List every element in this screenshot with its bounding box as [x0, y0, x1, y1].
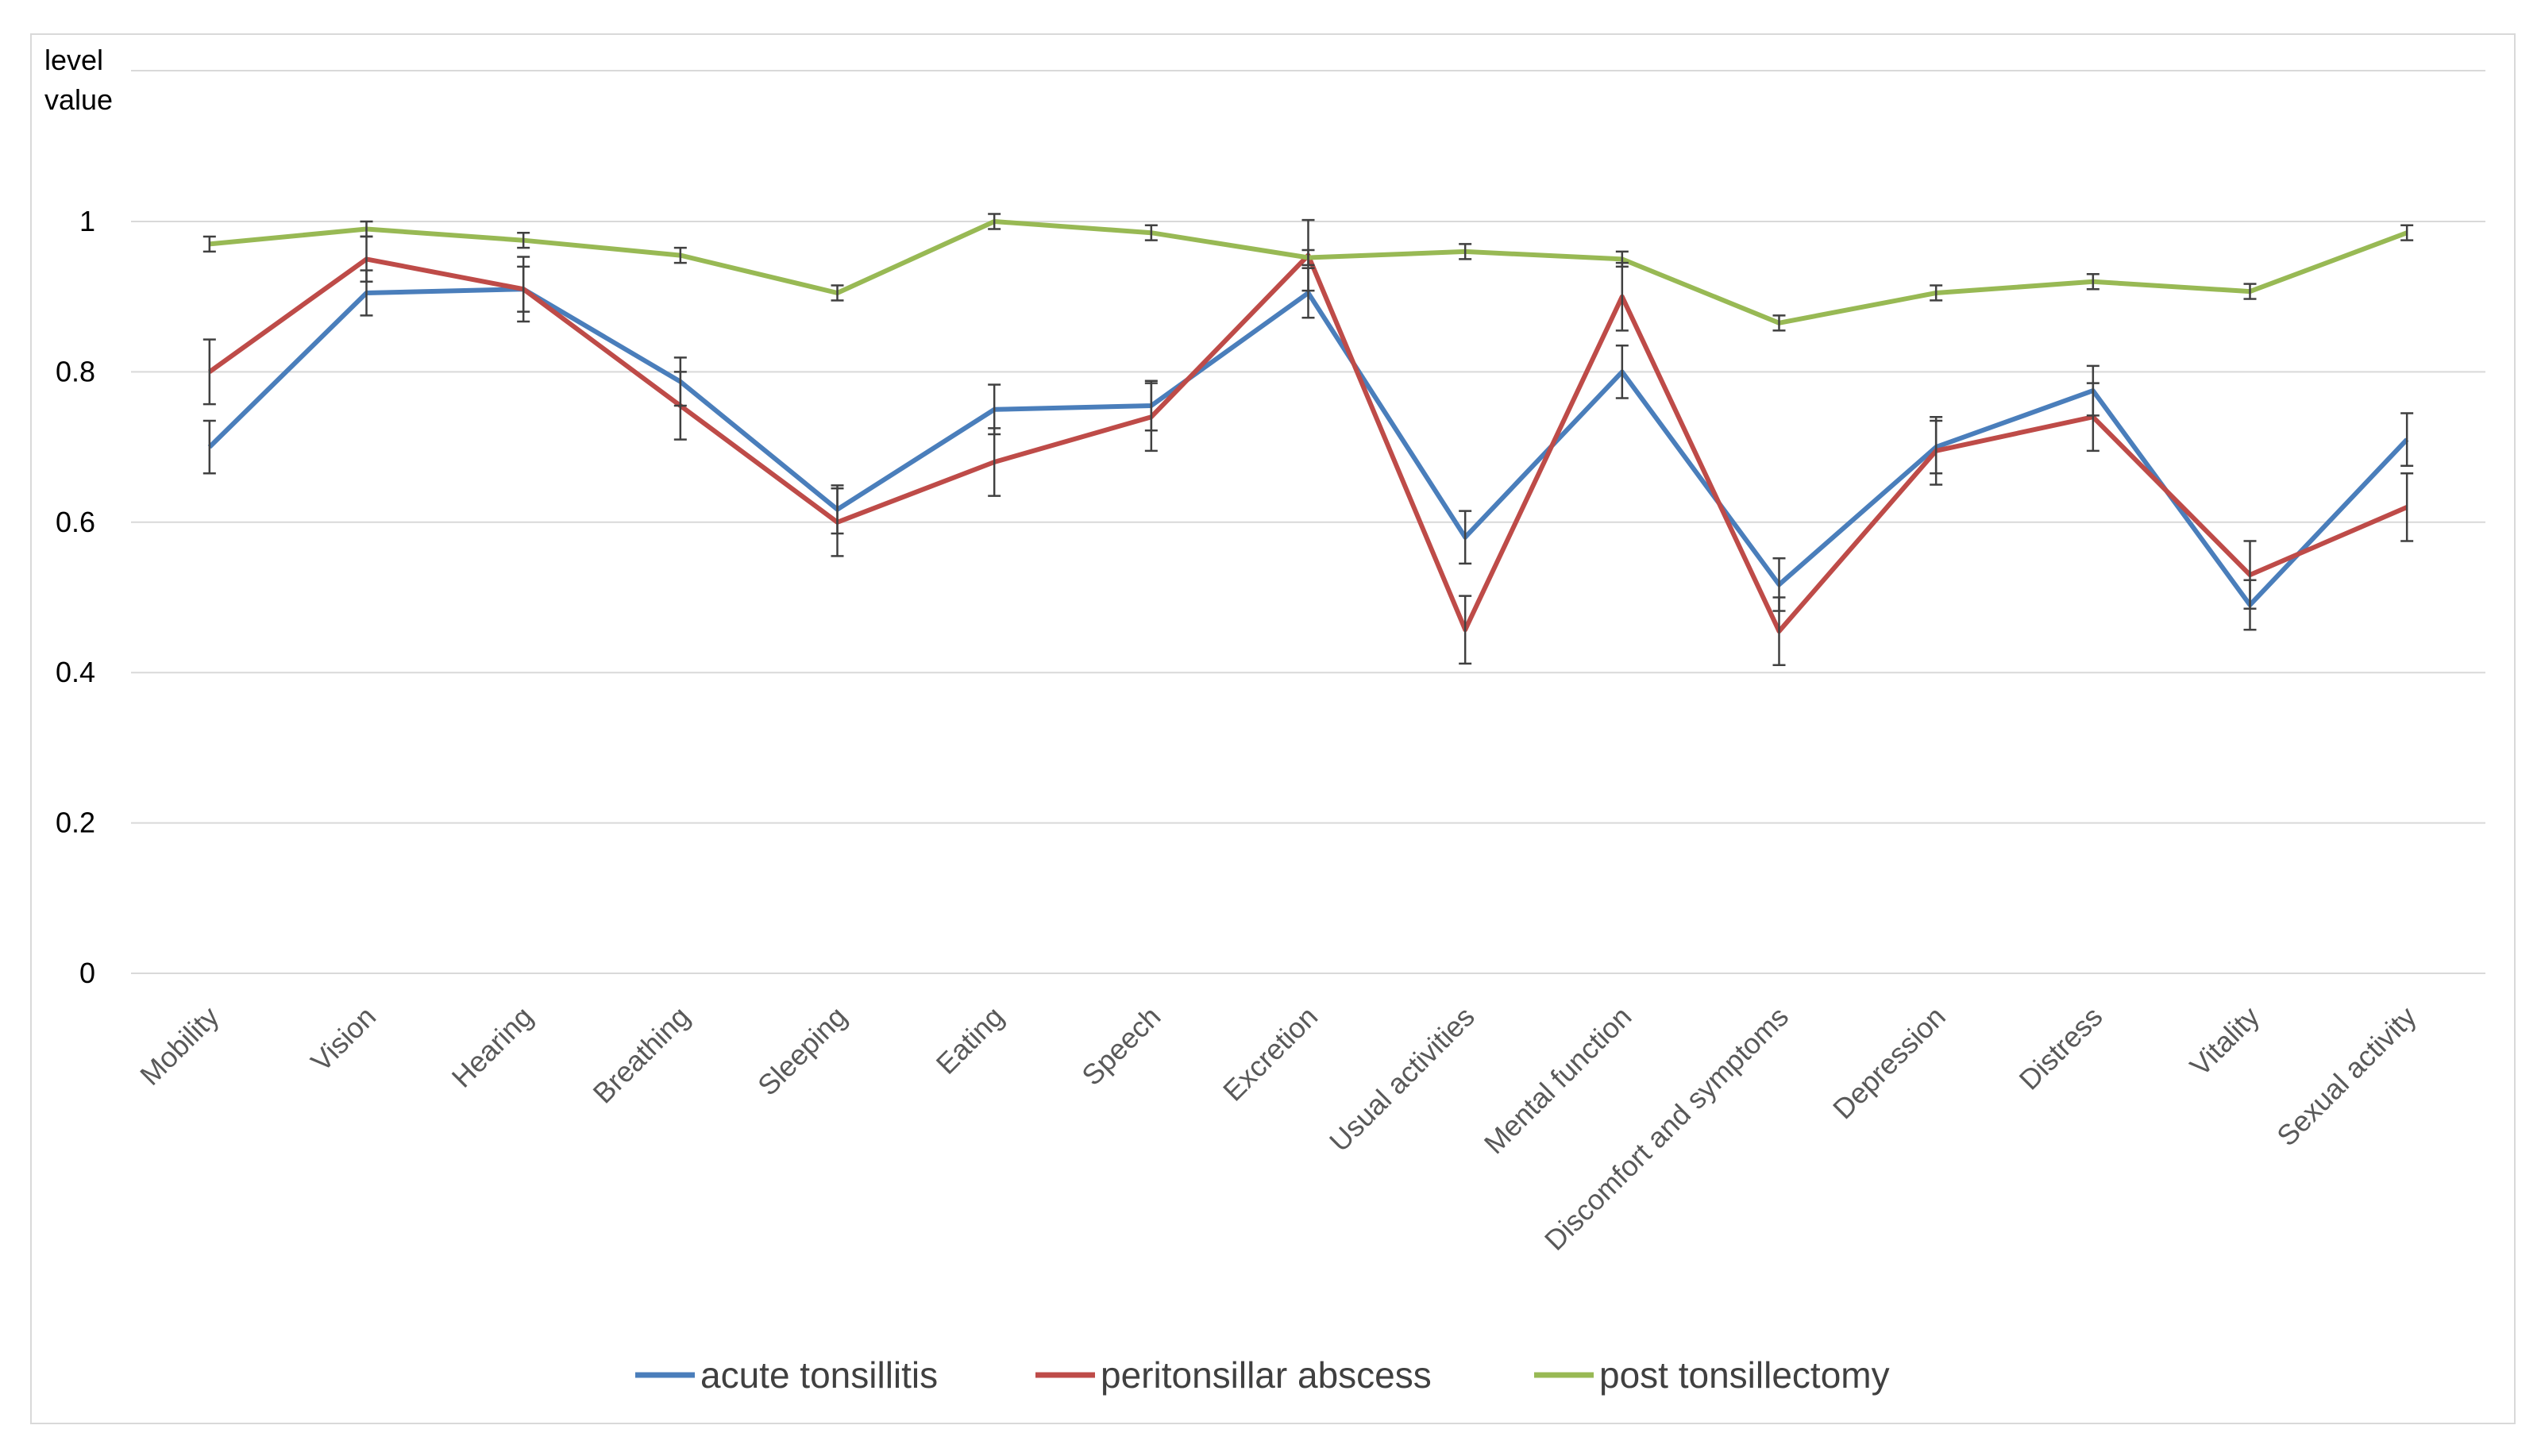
x-tick-label: Vision: [304, 1000, 382, 1078]
error-bar: [202, 338, 216, 406]
legend-entry: peritonsillar abscess: [1035, 1354, 1432, 1396]
error-bar: [673, 371, 687, 441]
error-bar: [360, 220, 373, 238]
gridlines: [131, 70, 2485, 974]
y-axis-label-line: value: [44, 83, 113, 116]
x-tick-label: Vitality: [2184, 1000, 2266, 1083]
error-bar: [1772, 596, 1786, 666]
x-tick-label: Breathing: [587, 1000, 696, 1110]
error-bar: [1459, 510, 1472, 565]
error-bar: [517, 256, 530, 323]
y-axis-label: level value: [44, 44, 113, 116]
error-bar: [2086, 382, 2100, 453]
error-bar: [1930, 284, 1943, 302]
x-tick-label: Usual activities: [1323, 1000, 1481, 1158]
y-tick-label: 0.6: [56, 506, 95, 538]
x-tick-label: Speech: [1075, 1000, 1166, 1092]
error-bar: [1459, 595, 1472, 665]
legend-label: post tonsillectomy: [1599, 1354, 1890, 1396]
y-tick-label: 0.8: [56, 355, 95, 387]
error-bar: [2086, 273, 2100, 291]
error-bar: [202, 235, 216, 253]
error-bars: [202, 213, 2414, 666]
y-tick-label: 0.4: [56, 656, 95, 688]
y-tick-label: 0.2: [56, 807, 95, 839]
error-bar: [1459, 243, 1472, 260]
x-tick-label: Distress: [2013, 1000, 2109, 1096]
legend-entry: post tonsillectomy: [1534, 1354, 1890, 1396]
error-bar: [2400, 224, 2414, 241]
error-bar: [517, 231, 530, 249]
error-bar: [673, 246, 687, 264]
x-tick-label: Depression: [1826, 1000, 1952, 1126]
x-tick-label: Mobility: [133, 1000, 225, 1092]
x-tick-label: Eating: [930, 1000, 1010, 1080]
error-bar: [988, 427, 1001, 497]
error-bar: [1615, 261, 1629, 332]
legend-label: acute tonsillitis: [700, 1354, 938, 1396]
error-bar: [2243, 283, 2257, 300]
y-tick-label: 1: [79, 205, 95, 237]
error-bar: [2400, 472, 2414, 542]
x-tick-label: Mental function: [1478, 1000, 1638, 1161]
error-bar: [1144, 382, 1158, 453]
error-bar: [2243, 540, 2257, 610]
error-bar: [1615, 345, 1629, 399]
error-bar: [1615, 250, 1629, 268]
series-line-0: [207, 287, 2409, 607]
legend-label: peritonsillar abscess: [1101, 1354, 1432, 1396]
error-bar: [988, 213, 1001, 230]
legend: acute tonsillitis peritonsillar abscess po…: [635, 1354, 1890, 1396]
y-tick-label: 0: [79, 957, 95, 989]
error-bar: [1301, 248, 1315, 267]
error-bar: [831, 284, 844, 302]
x-tick-label: Excretion: [1217, 1000, 1324, 1107]
error-bar: [1772, 314, 1786, 332]
legend-entry: acute tonsillitis: [635, 1354, 938, 1396]
error-bar: [2400, 412, 2414, 468]
error-bar: [831, 487, 844, 557]
x-tick-label: Sexual activity: [2270, 1000, 2423, 1153]
x-tick-labels: Mobility Vision Hearing Breathing Sleeping Ea…: [133, 1000, 2423, 1257]
error-bar: [202, 419, 216, 475]
x-tick-label: Hearing: [445, 1000, 539, 1094]
error-bar: [1144, 224, 1158, 241]
y-tick-labels: 0 0.2 0.4 0.6 0.8 1: [56, 205, 95, 989]
x-tick-label: Sleeping: [751, 1000, 853, 1102]
chart-frame: [30, 33, 2516, 1424]
error-bar: [1930, 415, 1943, 486]
y-axis-label-line: level: [44, 44, 103, 76]
